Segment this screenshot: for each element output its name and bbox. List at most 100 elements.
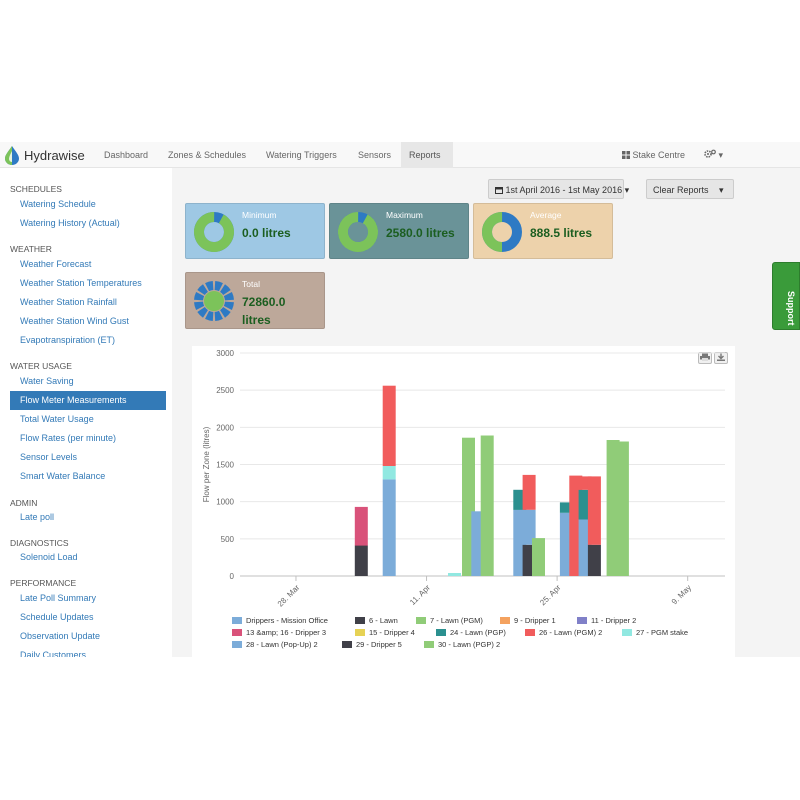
y-tick-label: 1000 bbox=[216, 498, 234, 507]
sidebar-item-total-water-usage[interactable]: Total Water Usage bbox=[20, 414, 94, 424]
maximum-donut-icon bbox=[338, 212, 378, 252]
average-value: 888.5 litres bbox=[530, 226, 593, 240]
legend-item[interactable]: 11 - Dripper 2 bbox=[577, 616, 636, 625]
total-ring-segment bbox=[205, 310, 214, 321]
x-tick-label: 9. May bbox=[670, 583, 693, 606]
app-frame: Hydrawise Dashboard Zones & Schedules Wa… bbox=[0, 142, 800, 657]
sidebar-item-smart-water-balance[interactable]: Smart Water Balance bbox=[20, 471, 106, 481]
legend-item[interactable]: 15 - Dripper 4 bbox=[355, 628, 415, 637]
calendar-icon bbox=[495, 187, 503, 194]
stake-centre-link[interactable]: Stake Centre bbox=[622, 142, 685, 168]
sidebar-item-weather-forecast[interactable]: Weather Forecast bbox=[20, 259, 92, 269]
x-tick-label: 25. Apr bbox=[538, 583, 563, 608]
legend-item[interactable]: 29 - Dripper 5 bbox=[342, 640, 402, 649]
sidebar-item-flow-meter-measurements[interactable]: Flow Meter Measurements bbox=[10, 391, 166, 410]
total-value-unit: litres bbox=[242, 313, 271, 327]
x-tick-label: 28. Mar bbox=[276, 583, 302, 609]
legend-item[interactable]: 7 - Lawn (PGM) bbox=[416, 616, 483, 625]
legend-label: 9 - Dripper 1 bbox=[514, 616, 556, 625]
clear-reports-button[interactable]: Clear Reports ▾ bbox=[646, 179, 734, 199]
sidebar-item-solenoid-load[interactable]: Solenoid Load bbox=[20, 552, 78, 562]
sidebar-section-water-usage: WATER USAGE bbox=[10, 361, 72, 371]
sidebar-item-observation-update[interactable]: Observation Update bbox=[20, 631, 101, 641]
legend-label: 24 - Lawn (PGP) bbox=[450, 628, 506, 637]
sidebar-item-station-rainfall[interactable]: Weather Station Rainfall bbox=[20, 297, 117, 307]
average-label: Average bbox=[530, 210, 562, 220]
total-ring-segment bbox=[205, 281, 214, 292]
bar-segment[interactable] bbox=[480, 435, 494, 577]
download-chart-button[interactable] bbox=[714, 352, 728, 364]
sidebar-item-station-temperatures[interactable]: Weather Station Temperatures bbox=[20, 278, 142, 288]
bar-segment[interactable] bbox=[587, 544, 601, 576]
legend-swatch bbox=[416, 617, 426, 624]
sidebar-item-station-wind-gust[interactable]: Weather Station Wind Gust bbox=[20, 316, 129, 326]
legend-item[interactable]: 13 &amp; 16 - Dripper 3 bbox=[232, 628, 326, 637]
legend-label: Drippers - Mission Office bbox=[246, 616, 328, 625]
average-ring-fill bbox=[482, 212, 522, 252]
legend-item[interactable]: Drippers - Mission Office bbox=[232, 616, 328, 625]
sidebar-section-performance: PERFORMANCE bbox=[10, 578, 77, 588]
legend-item[interactable]: 28 - Lawn (Pop-Up) 2 bbox=[232, 640, 318, 649]
y-tick-label: 0 bbox=[230, 572, 235, 581]
y-tick-label: 3000 bbox=[216, 349, 234, 358]
legend-label: 13 &amp; 16 - Dripper 3 bbox=[246, 628, 327, 637]
bar-segment[interactable] bbox=[382, 466, 396, 480]
legend-swatch bbox=[232, 629, 242, 636]
sidebar-item-evapotranspiration[interactable]: Evapotranspiration (ET) bbox=[20, 335, 116, 345]
total-ring-segment bbox=[223, 301, 234, 310]
legend-item[interactable]: 30 - Lawn (PGP) 2 bbox=[424, 640, 500, 649]
legend-item[interactable]: 6 - Lawn bbox=[355, 616, 398, 625]
bar-segment[interactable] bbox=[532, 538, 545, 576]
sidebar-item-late-poll-summary[interactable]: Late Poll Summary bbox=[20, 593, 97, 603]
nav-zones-schedules[interactable]: Zones & Schedules bbox=[168, 150, 247, 160]
flow-chart-panel: 0 500 1000 1500 2000 2500 3000 Flow per Zone (l… bbox=[192, 346, 735, 657]
bar-segment[interactable] bbox=[615, 441, 629, 577]
bar-segment[interactable] bbox=[522, 474, 536, 510]
date-range-caret-icon: ▾ bbox=[624, 185, 630, 195]
legend-item[interactable]: 27 - PGM stake bbox=[622, 628, 688, 637]
total-ring-segment bbox=[220, 307, 231, 318]
bar-segment[interactable] bbox=[448, 573, 461, 576]
nav-dashboard[interactable]: Dashboard bbox=[104, 150, 149, 160]
bar-segment[interactable] bbox=[522, 509, 536, 545]
nav-sensors[interactable]: Sensors bbox=[358, 150, 392, 160]
sidebar-item-water-saving[interactable]: Water Saving bbox=[20, 376, 74, 386]
date-range-button[interactable]: 1st April 2016 - 1st May 2016 ▾ bbox=[488, 179, 629, 199]
sidebar-item-schedule-updates[interactable]: Schedule Updates bbox=[20, 612, 94, 622]
bar-segment[interactable] bbox=[382, 385, 396, 466]
settings-menu[interactable]: ▾ bbox=[704, 142, 723, 168]
legend-label: 29 - Dripper 5 bbox=[356, 640, 402, 649]
nav-reports[interactable]: Reports bbox=[401, 142, 453, 168]
y-tick-label: 1500 bbox=[216, 461, 234, 470]
legend-item[interactable]: 26 - Lawn (PGM) 2 bbox=[525, 628, 602, 637]
legend-swatch bbox=[424, 641, 434, 648]
legend-swatch bbox=[500, 617, 510, 624]
total-ring-segment bbox=[223, 292, 234, 301]
total-value: 72860.0 litres bbox=[242, 293, 285, 329]
brand[interactable]: Hydrawise bbox=[4, 145, 85, 165]
legend-item[interactable]: 9 - Dripper 1 bbox=[500, 616, 556, 625]
sidebar-item-sensor-levels[interactable]: Sensor Levels bbox=[20, 452, 78, 462]
y-tick-label: 500 bbox=[221, 535, 235, 544]
legend-item[interactable]: 24 - Lawn (PGP) bbox=[436, 628, 506, 637]
bar-segment[interactable] bbox=[382, 479, 396, 576]
support-tab[interactable]: Support bbox=[772, 262, 800, 330]
stat-card-average: Average 888.5 litres bbox=[473, 203, 613, 259]
sidebar-item-flow-rates[interactable]: Flow Rates (per minute) bbox=[20, 433, 117, 443]
nav-watering-triggers[interactable]: Watering Triggers bbox=[266, 150, 337, 160]
bar-segment[interactable] bbox=[559, 502, 573, 513]
legend-label: 26 - Lawn (PGM) 2 bbox=[539, 628, 603, 637]
legend-swatch bbox=[355, 617, 365, 624]
minimum-label: Minimum bbox=[242, 210, 277, 220]
support-label: Support bbox=[786, 291, 796, 326]
sidebar-item-watering-history[interactable]: Watering History (Actual) bbox=[20, 218, 120, 228]
bar-segment[interactable] bbox=[354, 545, 368, 577]
maximum-label: Maximum bbox=[386, 210, 423, 220]
bar-segment[interactable] bbox=[587, 476, 601, 545]
sidebar-item-daily-customers[interactable]: Daily Customers bbox=[20, 650, 87, 657]
sidebar-item-late-poll[interactable]: Late poll bbox=[20, 512, 55, 522]
stat-card-maximum: Maximum 2580.0 litres bbox=[329, 203, 469, 259]
bar-segment[interactable] bbox=[354, 506, 368, 546]
sidebar-item-watering-schedule[interactable]: Watering Schedule bbox=[20, 199, 96, 209]
legend-label: 6 - Lawn bbox=[369, 616, 398, 625]
